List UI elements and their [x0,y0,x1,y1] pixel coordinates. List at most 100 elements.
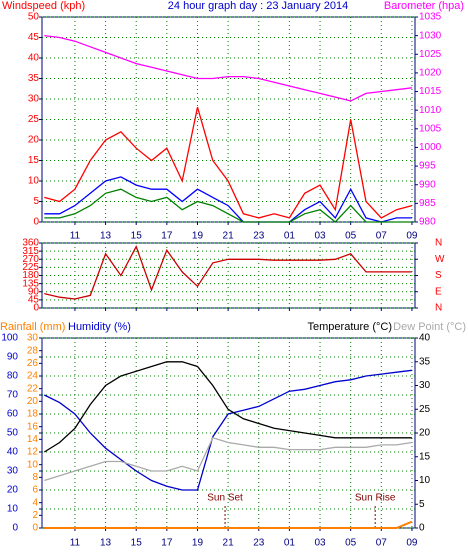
y-tick-label: 20 [28,135,40,146]
x-tick-label: 03 [314,538,326,549]
y-tick-label: 0 [33,303,39,314]
series-line [44,107,413,219]
x-tick-label: 01 [284,538,296,549]
y-tick-label: 20 [7,485,19,496]
y2-tick-label: N [435,238,442,249]
chart-title: 24 hour graph day : 23 January 2014 [168,0,348,12]
y3-tick-label: 12 [27,447,39,458]
y2-tick-label: 0 [419,523,425,534]
y2-tick-label: 1035 [419,12,442,23]
y3-tick-label: 2 [32,510,38,521]
y3-tick-label: 0 [32,523,38,534]
y-tick-label: 315 [22,246,39,257]
x-tick-label: 11 [70,538,81,549]
y2-tick-label: 1020 [419,68,442,79]
plot-area [41,16,416,223]
y3-tick-label: 28 [27,345,39,356]
annotation: Sun Rise [355,493,396,504]
x-tick-label: 21 [223,538,235,549]
y3-tick-label: 10 [27,459,39,470]
y-tick-label: 360 [22,238,39,249]
y2-tick-label: 980 [419,217,436,228]
y-tick-label: 30 [7,466,19,477]
y2-tick-label: 1015 [419,86,442,97]
y-tick-label: 60 [7,409,19,420]
x-tick-label: 17 [161,231,173,242]
y-tick-label: 15 [28,155,40,166]
y2-tick-label: 1010 [419,105,442,116]
y-tick-label: 70 [7,390,19,401]
y-tick-label: 270 [22,254,39,265]
y2-tick-label: 25 [419,404,431,415]
x-tick-label: 13 [100,538,112,549]
y3-tick-label: 14 [27,434,39,445]
x-tick-label: 17 [161,538,173,549]
y2-tick-label: 985 [419,198,436,209]
wind-axis-label: Windspeed (kph) [2,0,85,12]
y2-tick-label: 20 [419,428,431,439]
annotation: Sun Set [207,493,243,504]
x-tick-label: 07 [376,538,388,549]
y2-tick-label: 15 [419,451,431,462]
y3-tick-label: 20 [27,396,39,407]
y3-tick-label: 22 [27,383,39,394]
y2-tick-label: 30 [419,380,431,391]
series-line [44,437,413,482]
y-tick-label: 50 [7,428,19,439]
rain-label: Rainfall (mm) [0,321,65,333]
y-tick-label: 50 [28,12,40,23]
y-tick-label: 5 [33,196,39,207]
x-tick-label: 15 [131,538,143,549]
y2-tick-label: 35 [419,356,431,367]
y2-tick-label: N [435,303,442,314]
series-line [44,176,412,223]
y3-tick-label: 24 [27,371,39,382]
y2-tick-label: 995 [419,161,436,172]
y3-tick-label: 16 [27,421,39,432]
y-tick-label: 10 [7,504,19,515]
series-line [44,188,412,223]
y-tick-label: 90 [28,286,40,297]
x-tick-label: 19 [192,538,204,549]
x-tick-label: 13 [100,231,112,242]
y2-tick-label: S [435,270,442,281]
humidity-label: Humidity (%) [68,321,131,333]
x-tick-label: 11 [70,231,81,242]
x-tick-label: 05 [345,231,357,242]
y2-tick-label: 5 [419,499,425,510]
temperature-label: Temperature (°C) [308,321,392,333]
x-tick-label: 15 [131,231,143,242]
y2-tick-label: 1025 [419,49,442,60]
y-tick-label: 135 [22,278,39,289]
y-tick-label: 30 [28,94,40,105]
x-tick-label: 03 [314,231,326,242]
y-tick-label: 0 [33,217,39,228]
y-tick-label: 180 [22,270,39,281]
y-tick-label: 40 [28,53,40,64]
x-tick-label: 09 [406,538,418,549]
y-tick-label: 25 [28,114,40,125]
y-tick-label: 225 [22,262,39,273]
y-tick-label: 45 [28,32,40,43]
y2-tick-label: 1005 [419,123,442,134]
y3-tick-label: 4 [32,497,38,508]
y2-tick-label: 1000 [419,142,442,153]
y-tick-label: 10 [28,176,40,187]
y2-tick-label: 10 [419,475,431,486]
y-tick-label: 0 [12,523,18,534]
series-line [43,361,412,453]
y3-tick-label: 6 [32,485,38,496]
x-tick-label: 01 [284,231,296,242]
series-line [44,369,412,491]
y-tick-label: 40 [7,447,19,458]
series-line [44,34,412,102]
dewpoint-label: Dew Point (°C) [393,321,466,333]
y3-tick-label: 18 [27,409,39,420]
y-tick-label: 45 [28,295,40,306]
y2-tick-label: 990 [419,179,436,190]
x-tick-label: 09 [406,231,418,242]
x-tick-label: 07 [376,231,388,242]
x-tick-label: 23 [253,538,265,549]
y3-tick-label: 26 [27,358,39,369]
